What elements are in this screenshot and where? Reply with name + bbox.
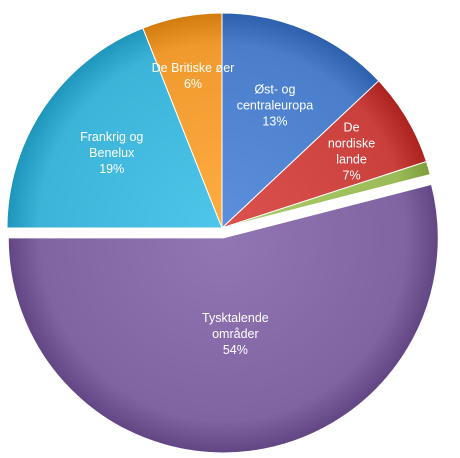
pie-slice-value-label-5: 6% [184,77,202,91]
pie-slice-5 [142,12,223,229]
pie-slice-label-1: nordiske [328,136,375,150]
pie-slice-value-label-3: 54% [223,343,248,357]
pie-slice-0 [221,12,380,230]
pie-slice-value-label-4: 19% [99,162,124,176]
pie-slice-label-3: Tysktalende [202,311,269,325]
pie-slice-label-5: De Britiske øer [152,61,235,75]
pie-slice-value-label-0: 13% [262,115,287,129]
pie-slice-label-4: Frankrig og [80,130,143,144]
pie-slice-value-label-1: 7% [343,168,361,182]
pie-slice-4 [6,27,223,229]
pie-slice-label-0: centraleuropa [237,99,313,113]
pie-slice-3 [7,183,439,454]
pie-slice-label-3: områder [212,327,259,341]
pie-slice-label-1: De [344,120,360,134]
pie-slice-label-4: Benelux [89,146,135,160]
pie-slice-label-1: lande [336,152,367,166]
pie-slice-2 [221,160,431,229]
pie-slice-label-0: Øst- og [254,83,295,97]
